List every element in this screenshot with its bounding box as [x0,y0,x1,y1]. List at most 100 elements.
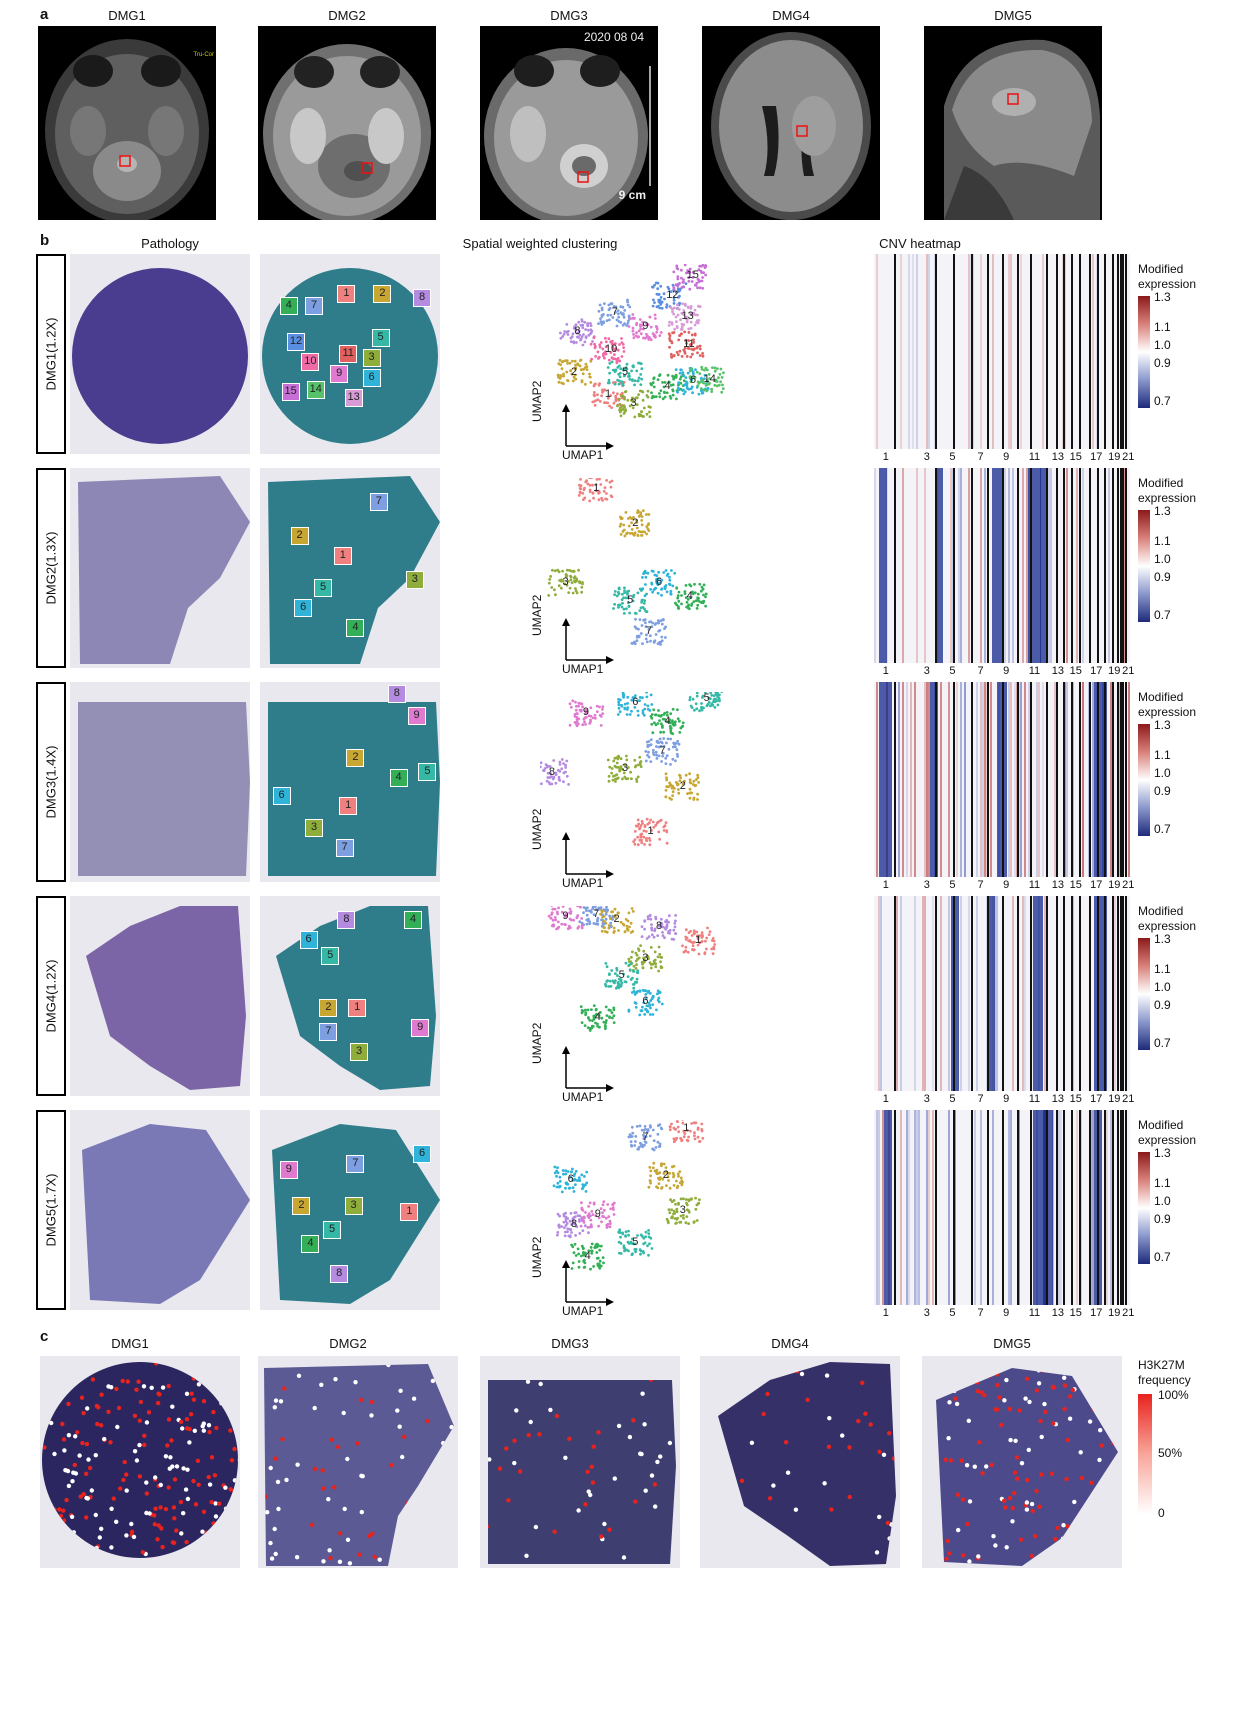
cnv-heatmap [874,682,1130,877]
cluster-label: 9 [330,365,349,383]
cnv-colorbar-tick: 1.3 [1154,718,1171,732]
h3k27m-spot-map [258,1356,458,1568]
chromosome-tick: 3 [923,879,930,891]
umap-plot [547,478,708,646]
chromosome-tick: 11 [1028,665,1041,677]
cluster-label: 2 [373,285,392,303]
chromosome-tick: 3 [923,1093,930,1105]
cnv-colorbar [1138,724,1150,836]
cluster-label: 1 [400,1203,419,1221]
umap-y-label: UMAP2 [530,1236,544,1278]
umap-cluster-label: 2 [632,516,639,529]
sample-name: DMG3(1.4X) [43,745,59,819]
cnv-heatmap [874,1110,1130,1305]
cnv-colorbar [1138,938,1150,1050]
cluster-label: 3 [350,1043,368,1061]
chromosome-tick: 13 [1051,665,1064,677]
h3k27m-title-1: DMG1 [111,1336,149,1351]
umap-cluster-label: 1 [605,388,612,401]
cnv-colorbar-title-2: expression [1138,705,1197,719]
cnv-colorbar-title: Modified expression [1138,1118,1196,1148]
cluster-label: 8 [413,289,431,307]
chromosome-tick: 9 [1003,451,1010,463]
chromosome-tick: 11 [1028,879,1041,891]
chromosome-tick: 1 [882,451,889,463]
umap-cluster-label: 15 [686,269,699,282]
chromosome-tick: 3 [923,665,930,677]
chromosome-tick: 17 [1090,1093,1103,1105]
cnv-heatmap [874,254,1130,449]
chromosome-tick: 21 [1122,451,1135,463]
h3k27m-title-2: DMG2 [329,1336,367,1351]
chromosome-tick: 1 [882,665,889,677]
chromosome-tick: 13 [1051,1093,1064,1105]
chromosome-tick: 13 [1051,1307,1064,1319]
chromosome-tick: 9 [1003,879,1010,891]
sample-name: DMG1(1.2X) [43,317,59,391]
cluster-label: 7 [305,297,323,315]
panel-b-label: b [40,232,50,249]
umap-y-label: UMAP2 [530,380,544,422]
cnv-colorbar-tick: 1.1 [1154,962,1171,976]
chromosome-tick: 7 [977,1307,984,1319]
cnv-colorbar-title-2: expression [1138,491,1197,505]
cnv-colorbar-tick: 0.7 [1154,394,1171,408]
chromosome-tick: 15 [1069,1307,1082,1319]
h3k27m-colorbar-title-1: H3K27M [1138,1358,1185,1372]
cluster-label: 6 [299,931,318,949]
umap-cluster-label: 13 [681,309,694,322]
cnv-colorbar-tick: 0.7 [1154,608,1171,622]
pathology-image [70,896,250,1096]
mri-corner-text: Tru-Cor [193,52,214,58]
h3k27m-title-5: DMG5 [993,1336,1031,1351]
pathology-image [70,1110,250,1310]
cnv-colorbar-tick: 1.3 [1154,504,1171,518]
spatial-cluster-image [260,468,440,668]
chromosome-tick: 19 [1108,879,1121,891]
umap-cluster-label: 7 [659,744,666,757]
cluster-label: 4 [404,911,422,929]
cnv-heatmap [874,468,1130,663]
cluster-label: 7 [335,839,354,857]
cluster-label: 2 [290,527,309,545]
umap-cluster-label: 4 [664,714,671,727]
chromosome-tick: 9 [1003,665,1010,677]
cluster-label: 2 [319,999,338,1017]
cnv-colorbar-tick: 0.7 [1154,1036,1171,1050]
cnv-colorbar-tick: 1.3 [1154,290,1171,304]
h3k27m-spot-map [922,1356,1122,1568]
cluster-label: 5 [314,579,332,597]
chromosome-tick: 11 [1028,1093,1041,1105]
umap-x-label: UMAP1 [562,1090,604,1104]
chromosome-tick: 5 [949,665,956,677]
umap-cluster-label: 9 [562,909,569,922]
chromosome-tick: 5 [949,1093,956,1105]
cluster-label: 13 [344,389,363,407]
mri-title-1: DMG1 [108,8,146,23]
cnv-colorbar-title: Modified expression [1138,690,1196,720]
h3k27m-tick-0: 0 [1158,1506,1165,1520]
mri-image-4 [702,26,880,220]
cnv-colorbar-tick: 0.7 [1154,1250,1171,1264]
umap-cluster-label: 4 [584,1249,591,1262]
h3k27m-colorbar-title: H3K27M frequency [1138,1358,1191,1388]
cnv-colorbar-tick: 1.0 [1154,552,1171,566]
cluster-label: 5 [321,947,340,965]
h3k27m-spot-map [700,1356,900,1568]
h3k27m-colorbar-title-2: frequency [1138,1373,1191,1387]
chromosome-tick: 17 [1090,665,1103,677]
chromosome-tick: 17 [1090,451,1103,463]
umap-cluster-label: 1 [593,481,600,494]
umap-cluster-label: 9 [582,706,590,718]
umap-cluster-label: 8 [574,325,581,338]
h3k27m-title-3: DMG3 [551,1336,589,1351]
spatial-cluster-image [260,896,440,1096]
cluster-label: 5 [371,329,390,347]
chromosome-tick: 7 [977,665,984,677]
umap-cluster-label: 7 [645,625,652,637]
cluster-label: 5 [323,1221,341,1239]
cnv-colorbar-title-1: Modified [1138,476,1184,490]
chromosome-tick: 13 [1051,879,1064,891]
umap-cluster-label: 14 [703,372,716,385]
sample-name: DMG5(1.7X) [43,1173,59,1247]
